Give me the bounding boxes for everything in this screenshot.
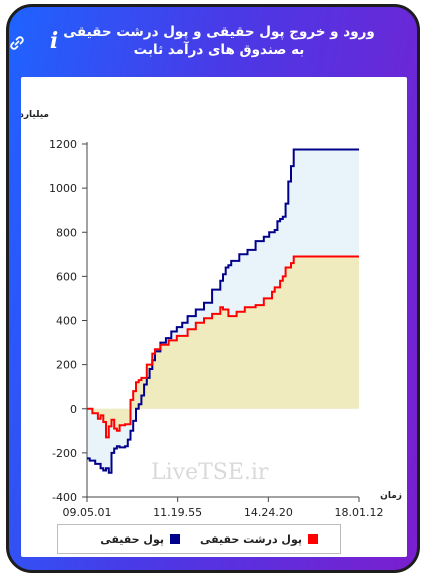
x-axis-label: زمان (380, 491, 402, 501)
y-tick-label: 200 (56, 359, 77, 372)
legend-swatch-real-money (170, 534, 180, 544)
legend-label-real-money: پول حقیقی (100, 532, 164, 546)
chart-title: ورود و خروج پول حقیقی و پول درشت حقیقی ب… (63, 24, 375, 58)
x-tick-label: 09.05.01 (63, 506, 112, 519)
info-icon[interactable]: i (49, 28, 59, 54)
series-line-real-money (87, 148, 359, 474)
series-area-big-real-money (87, 256, 359, 438)
watermark: LiveTSE.ir (151, 460, 269, 485)
x-tick-label: 11.19.55 (153, 506, 202, 519)
card-header: i ورود و خروج پول حقیقی و پول درشت حقیقی… (9, 7, 417, 77)
chart-panel: LiveTSE.ir -400 -200 0 200 400 600 800 1000 1200 0… (21, 77, 407, 557)
y-tick-label: 600 (56, 270, 77, 283)
y-tick-label: 1200 (49, 138, 77, 151)
legend: پول حقیقی پول درشت حقیقی (57, 524, 341, 554)
series-line-big-real-money (87, 255, 359, 439)
legend-swatch-big-real-money (308, 534, 318, 544)
y-tick-label: 400 (56, 315, 77, 328)
y-tick-label: -200 (52, 447, 77, 460)
card-frame: i ورود و خروج پول حقیقی و پول درشت حقیقی… (6, 4, 420, 573)
y-tick-label: 1000 (49, 182, 77, 195)
y-tick-label: 800 (56, 226, 77, 239)
legend-label-big-real-money: پول درشت حقیقی (199, 532, 302, 546)
chart-svg: LiveTSE.ir -400 -200 0 200 400 600 800 1000 1200 0… (21, 110, 402, 519)
y-tick-label: -400 (52, 491, 77, 504)
legend-item-big-real-money[interactable]: پول درشت حقیقی (200, 525, 318, 553)
y-axis-label: میلیارد تومان (21, 110, 49, 120)
y-tick-label: 0 (70, 403, 77, 416)
legend-item-real-money[interactable]: پول حقیقی (100, 525, 180, 553)
x-tick-label: 18.01.12 (335, 506, 384, 519)
link-icon[interactable] (9, 35, 25, 51)
x-tick-label: 14.24.20 (244, 506, 293, 519)
